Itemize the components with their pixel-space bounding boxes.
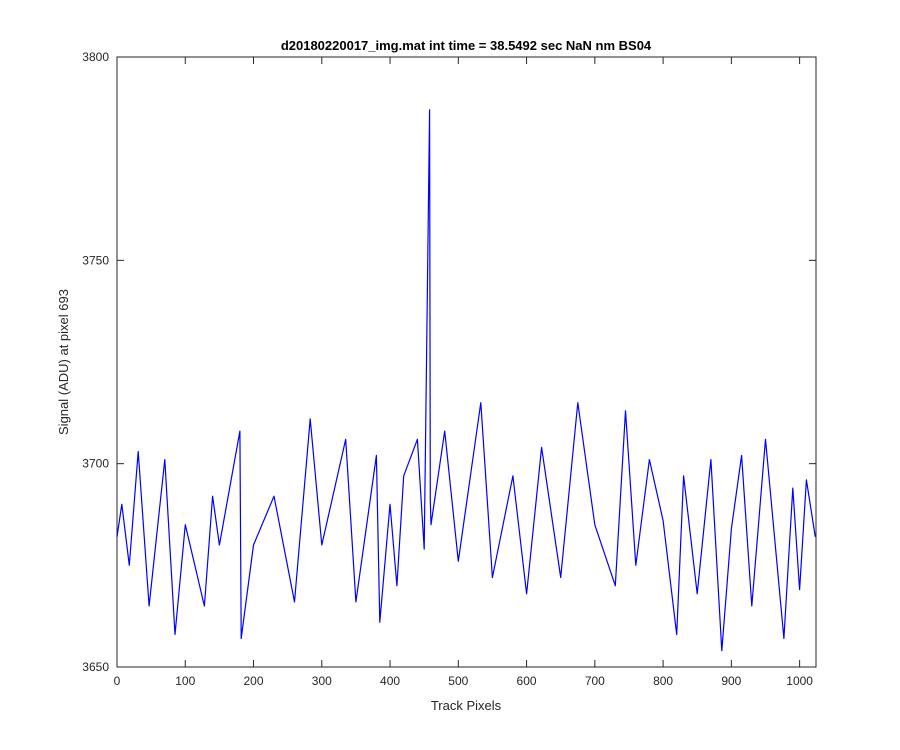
axis-ticks: 0 100 200 300 400 500 600 700 800 900 1000 3650 3700… [82,50,816,688]
x-tick-label: 900 [721,674,741,688]
y-axis-label: Signal (ADU) at pixel 693 [56,289,71,435]
axes-box [116,56,817,668]
x-tick-label: 200 [244,674,264,688]
x-tick-label: 600 [517,674,537,688]
y-tick-label: 3650 [82,660,109,674]
x-tick-label: 500 [448,674,468,688]
series-line-1 [116,109,816,652]
x-axis-label: Track Pixels [431,698,502,713]
chart-title: d20180220017_img.mat int time = 38.5492 … [281,38,652,53]
x-tick-label: 300 [312,674,332,688]
x-tick-label: 1000 [786,674,813,688]
x-tick-label: 0 [114,674,121,688]
x-tick-label: 400 [380,674,400,688]
y-tick-label: 3750 [82,253,109,267]
plot-area [116,109,816,652]
x-tick-label: 800 [653,674,673,688]
y-tick-label: 3800 [82,50,109,64]
y-tick-label: 3700 [82,457,109,471]
x-tick-label: 100 [175,674,195,688]
x-tick-label: 700 [585,674,605,688]
